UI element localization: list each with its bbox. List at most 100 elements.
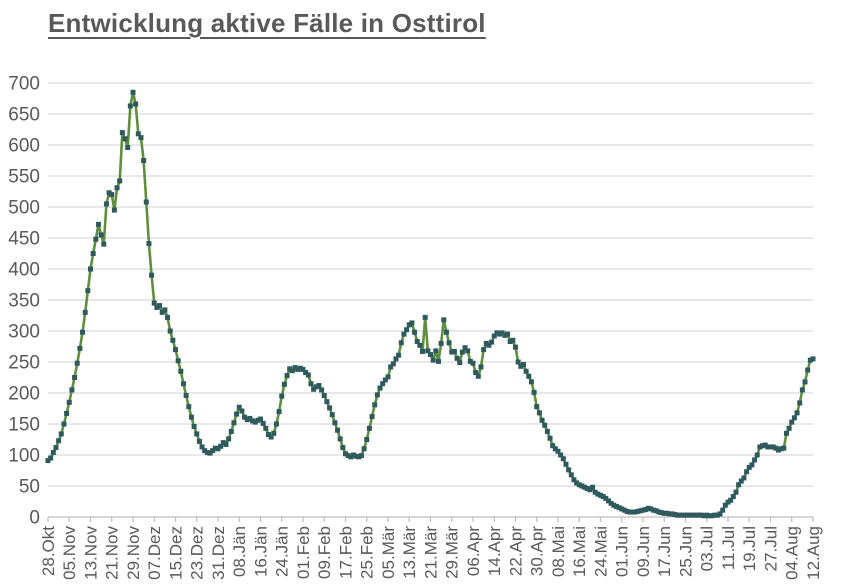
data-point-marker [223, 441, 229, 447]
data-point-marker [48, 455, 54, 461]
data-point-marker [768, 444, 773, 450]
gridlines [48, 82, 813, 487]
data-point-marker [611, 502, 617, 508]
data-point-marker [366, 425, 372, 431]
data-point-marker [616, 505, 622, 511]
data-point-marker [651, 507, 657, 513]
data-point-marker [520, 361, 526, 367]
data-point-marker [263, 425, 269, 431]
x-tick-label: 31.Dez [209, 526, 228, 580]
y-tick-label: 450 [8, 229, 40, 250]
data-point-marker [343, 451, 348, 457]
data-point-marker [592, 489, 598, 495]
data-point-marker [590, 484, 596, 490]
data-point-marker [547, 435, 553, 441]
data-point-marker [598, 492, 603, 498]
data-point-marker [125, 144, 131, 150]
data-point-marker [481, 347, 487, 353]
data-point-marker [72, 375, 78, 380]
x-axis-labels: 28.Okt 05.Nov 13.Nov 21.Nov 29.Nov 07.Dez 15.D… [39, 526, 823, 580]
x-tick-label: 29.Nov [124, 526, 143, 580]
data-point-marker [390, 361, 396, 367]
data-point-marker [175, 358, 181, 364]
data-point-marker [539, 417, 545, 423]
y-tick-label: 650 [8, 105, 40, 126]
data-point-marker [353, 453, 359, 459]
x-tick-label: 01.Jun [613, 526, 632, 577]
data-point-marker [462, 345, 468, 351]
x-tick-label: 01.Feb [294, 526, 313, 579]
data-point-marker [231, 420, 237, 426]
data-point-marker [661, 510, 667, 516]
data-point-marker [435, 358, 441, 364]
data-point-marker [675, 512, 681, 518]
data-point-marker [58, 431, 64, 437]
data-point-marker [191, 423, 197, 429]
data-point-marker [669, 511, 675, 517]
data-point-marker [329, 412, 335, 418]
data-point-marker [45, 458, 51, 464]
data-point-marker [77, 345, 83, 351]
data-point-marker [151, 300, 157, 306]
data-point-marker [515, 359, 521, 365]
data-point-marker [335, 427, 341, 433]
data-point-marker [180, 381, 186, 387]
data-point-marker [340, 445, 346, 451]
data-point-marker [69, 387, 75, 393]
data-point-marker [574, 480, 580, 486]
x-tick-label: 16.Mai [570, 526, 589, 577]
y-tick-label: 150 [8, 415, 40, 436]
data-point-marker [324, 399, 330, 405]
data-point-marker [273, 421, 279, 427]
data-point-marker [215, 446, 221, 452]
data-point-marker [467, 358, 473, 364]
data-point-marker [409, 320, 415, 326]
y-tick-label: 50 [19, 477, 40, 498]
data-point-marker [783, 430, 789, 436]
x-tick-label: 22.Apr [506, 526, 525, 576]
x-tick-label: 17.Feb [336, 526, 355, 579]
data-point-marker [279, 393, 285, 399]
data-point-marker [457, 360, 463, 366]
data-point-marker [406, 322, 412, 328]
data-point-marker [566, 467, 572, 473]
data-point-marker [531, 389, 537, 395]
data-point-marker [313, 384, 319, 390]
data-point-marker [393, 356, 399, 362]
data-point-marker [778, 446, 784, 452]
data-point-marker [173, 347, 178, 353]
data-point-marker [762, 442, 768, 448]
data-point-marker [807, 357, 813, 363]
data-point-marker [74, 360, 80, 366]
data-point-marker [518, 363, 524, 369]
data-point-marker [292, 365, 298, 371]
data-point-marker [300, 366, 306, 372]
data-point-marker [119, 130, 125, 136]
data-point-marker [473, 370, 479, 376]
data-point-marker [396, 352, 402, 358]
y-tick-label: 500 [8, 198, 40, 219]
data-point-marker [805, 367, 811, 373]
data-point-marker [730, 494, 736, 500]
data-point-marker [534, 404, 540, 410]
data-point-marker [741, 475, 747, 481]
data-point-marker [281, 381, 287, 387]
data-point-marker [507, 339, 513, 345]
data-point-marker [212, 445, 218, 451]
data-point-marker [50, 450, 56, 456]
x-tick-label: 14.Apr [485, 526, 504, 576]
data-point-marker [117, 178, 123, 184]
y-tick-label: 600 [8, 136, 40, 157]
data-point-marker [382, 377, 388, 383]
data-point-marker [220, 440, 226, 446]
data-point-marker [502, 332, 508, 338]
data-point-marker [510, 337, 516, 343]
data-point-marker [414, 339, 420, 345]
data-point-marker [802, 379, 808, 385]
x-tick-label: 24.Mai [591, 526, 610, 577]
data-point-marker [111, 207, 117, 213]
data-point-marker [523, 368, 529, 374]
data-point-marker [385, 374, 391, 380]
data-point-marker [61, 421, 67, 427]
